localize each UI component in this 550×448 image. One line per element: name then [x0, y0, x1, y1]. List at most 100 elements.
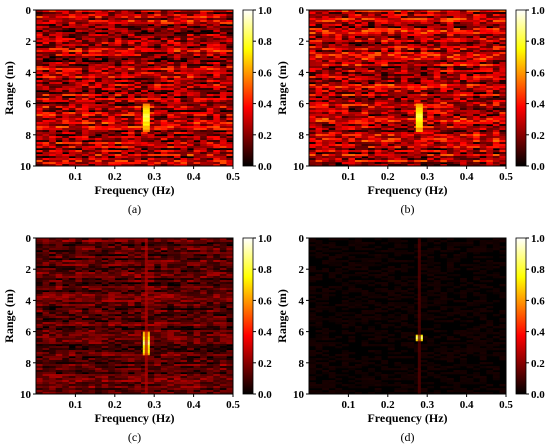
heatmap-cell [414, 14, 421, 17]
heatmap-cell [200, 130, 208, 133]
heatmap-cell [361, 44, 369, 47]
heatmap-cell [466, 146, 474, 149]
heatmap-cell [213, 248, 221, 251]
heatmap-cell [141, 152, 148, 155]
heatmap-cell [354, 20, 362, 23]
heatmap-cell [147, 34, 155, 37]
heatmap-cell [62, 142, 70, 145]
heatmap-cell [173, 40, 181, 43]
heatmap-cell [36, 262, 43, 265]
heatmap-cell [62, 92, 70, 95]
heatmap-cell [387, 64, 395, 67]
heatmap-cell [420, 148, 428, 151]
heatmap-cell [354, 114, 362, 117]
heatmap-cell [206, 130, 214, 133]
heatmap-cell [309, 86, 316, 89]
heatmap-cell [68, 116, 76, 119]
heatmap-cell [368, 144, 375, 147]
heatmap-cell [167, 102, 175, 105]
heatmap-cell [381, 114, 389, 117]
heatmap-cell [141, 86, 148, 89]
heatmap-cell [75, 86, 83, 89]
heatmap-cell [341, 150, 349, 153]
heatmap-cell [108, 244, 116, 247]
heatmap-cell [167, 44, 175, 47]
heatmap-cell [121, 146, 129, 149]
heatmap-cell [75, 118, 83, 121]
heatmap-cell [361, 30, 369, 33]
heatmap-cell [460, 54, 467, 57]
heatmap-cell [68, 76, 76, 79]
heatmap-cell [187, 118, 194, 121]
heatmap-cell [167, 30, 175, 33]
heatmap-cell [322, 112, 329, 115]
heatmap-cell [341, 86, 349, 89]
heatmap-cell [499, 70, 507, 73]
heatmap-cell [473, 142, 481, 145]
heatmap-cell [42, 252, 50, 255]
heatmap-cell [361, 148, 369, 151]
heatmap-cell [394, 24, 402, 27]
heatmap-cell [88, 102, 96, 105]
heatmap-cell [328, 108, 336, 111]
heatmap-cell [127, 66, 135, 69]
heatmap-cell [322, 48, 329, 51]
heatmap-cell [328, 58, 336, 61]
colorbar-tick-label: 0.6 [258, 67, 272, 79]
heatmap-cell [446, 36, 454, 39]
heatmap-cell [440, 128, 448, 131]
heatmap-cell [134, 122, 142, 125]
heatmap-cell [335, 112, 343, 115]
heatmap-cell [400, 108, 408, 111]
heatmap-cell [446, 110, 454, 113]
heatmap-cell [492, 118, 500, 121]
heatmap-cell [55, 36, 63, 39]
heatmap-cell [374, 142, 382, 145]
heatmap-cell [187, 50, 194, 53]
heatmap-cell [108, 132, 116, 135]
heatmap-cell [213, 76, 221, 79]
x-axis-label: Frequency (Hz) [94, 183, 174, 197]
heatmap-cell [180, 152, 188, 155]
heatmap-cell [49, 70, 56, 73]
target-peak-cell [415, 125, 423, 128]
heatmap-cell [499, 128, 507, 131]
heatmap-cell [134, 52, 142, 55]
heatmap-cell [381, 152, 389, 155]
heatmap-cell [167, 60, 175, 63]
heatmap-cell [180, 24, 188, 27]
heatmap-cell [400, 146, 408, 149]
heatmap-cell [147, 68, 155, 71]
heatmap-cell [348, 30, 356, 33]
heatmap-cell [499, 150, 507, 153]
heatmap-cell [206, 142, 214, 145]
heatmap-cell [460, 146, 467, 149]
heatmap-cell [49, 42, 56, 45]
heatmap-cell [213, 68, 221, 71]
heatmap-cell [466, 14, 474, 17]
heatmap-cell [200, 142, 208, 145]
heatmap-cell [206, 94, 214, 97]
heatmap-cell [466, 120, 474, 123]
heatmap-cell [75, 36, 83, 39]
heatmap-cell [160, 106, 168, 109]
heatmap-cell [420, 142, 428, 145]
heatmap-cell [88, 116, 96, 119]
heatmap-cell [42, 160, 50, 163]
heatmap-cell [381, 42, 389, 45]
heatmap-cell [68, 50, 76, 53]
heatmap-cell [226, 68, 234, 71]
heatmap-cell [173, 72, 181, 75]
heatmap-cell [173, 86, 181, 89]
heatmap-cell [36, 64, 43, 67]
heatmap-cell [414, 158, 421, 161]
heatmap-cell [335, 132, 343, 135]
heatmap-cell [55, 52, 63, 55]
heatmap-cell [433, 68, 441, 71]
heatmap-cell [81, 162, 89, 165]
heatmap-cell [193, 122, 201, 125]
heatmap-cell [433, 118, 441, 121]
heatmap-cell [374, 126, 382, 129]
heatmap-cell [341, 162, 349, 165]
heatmap-cell [427, 16, 435, 19]
